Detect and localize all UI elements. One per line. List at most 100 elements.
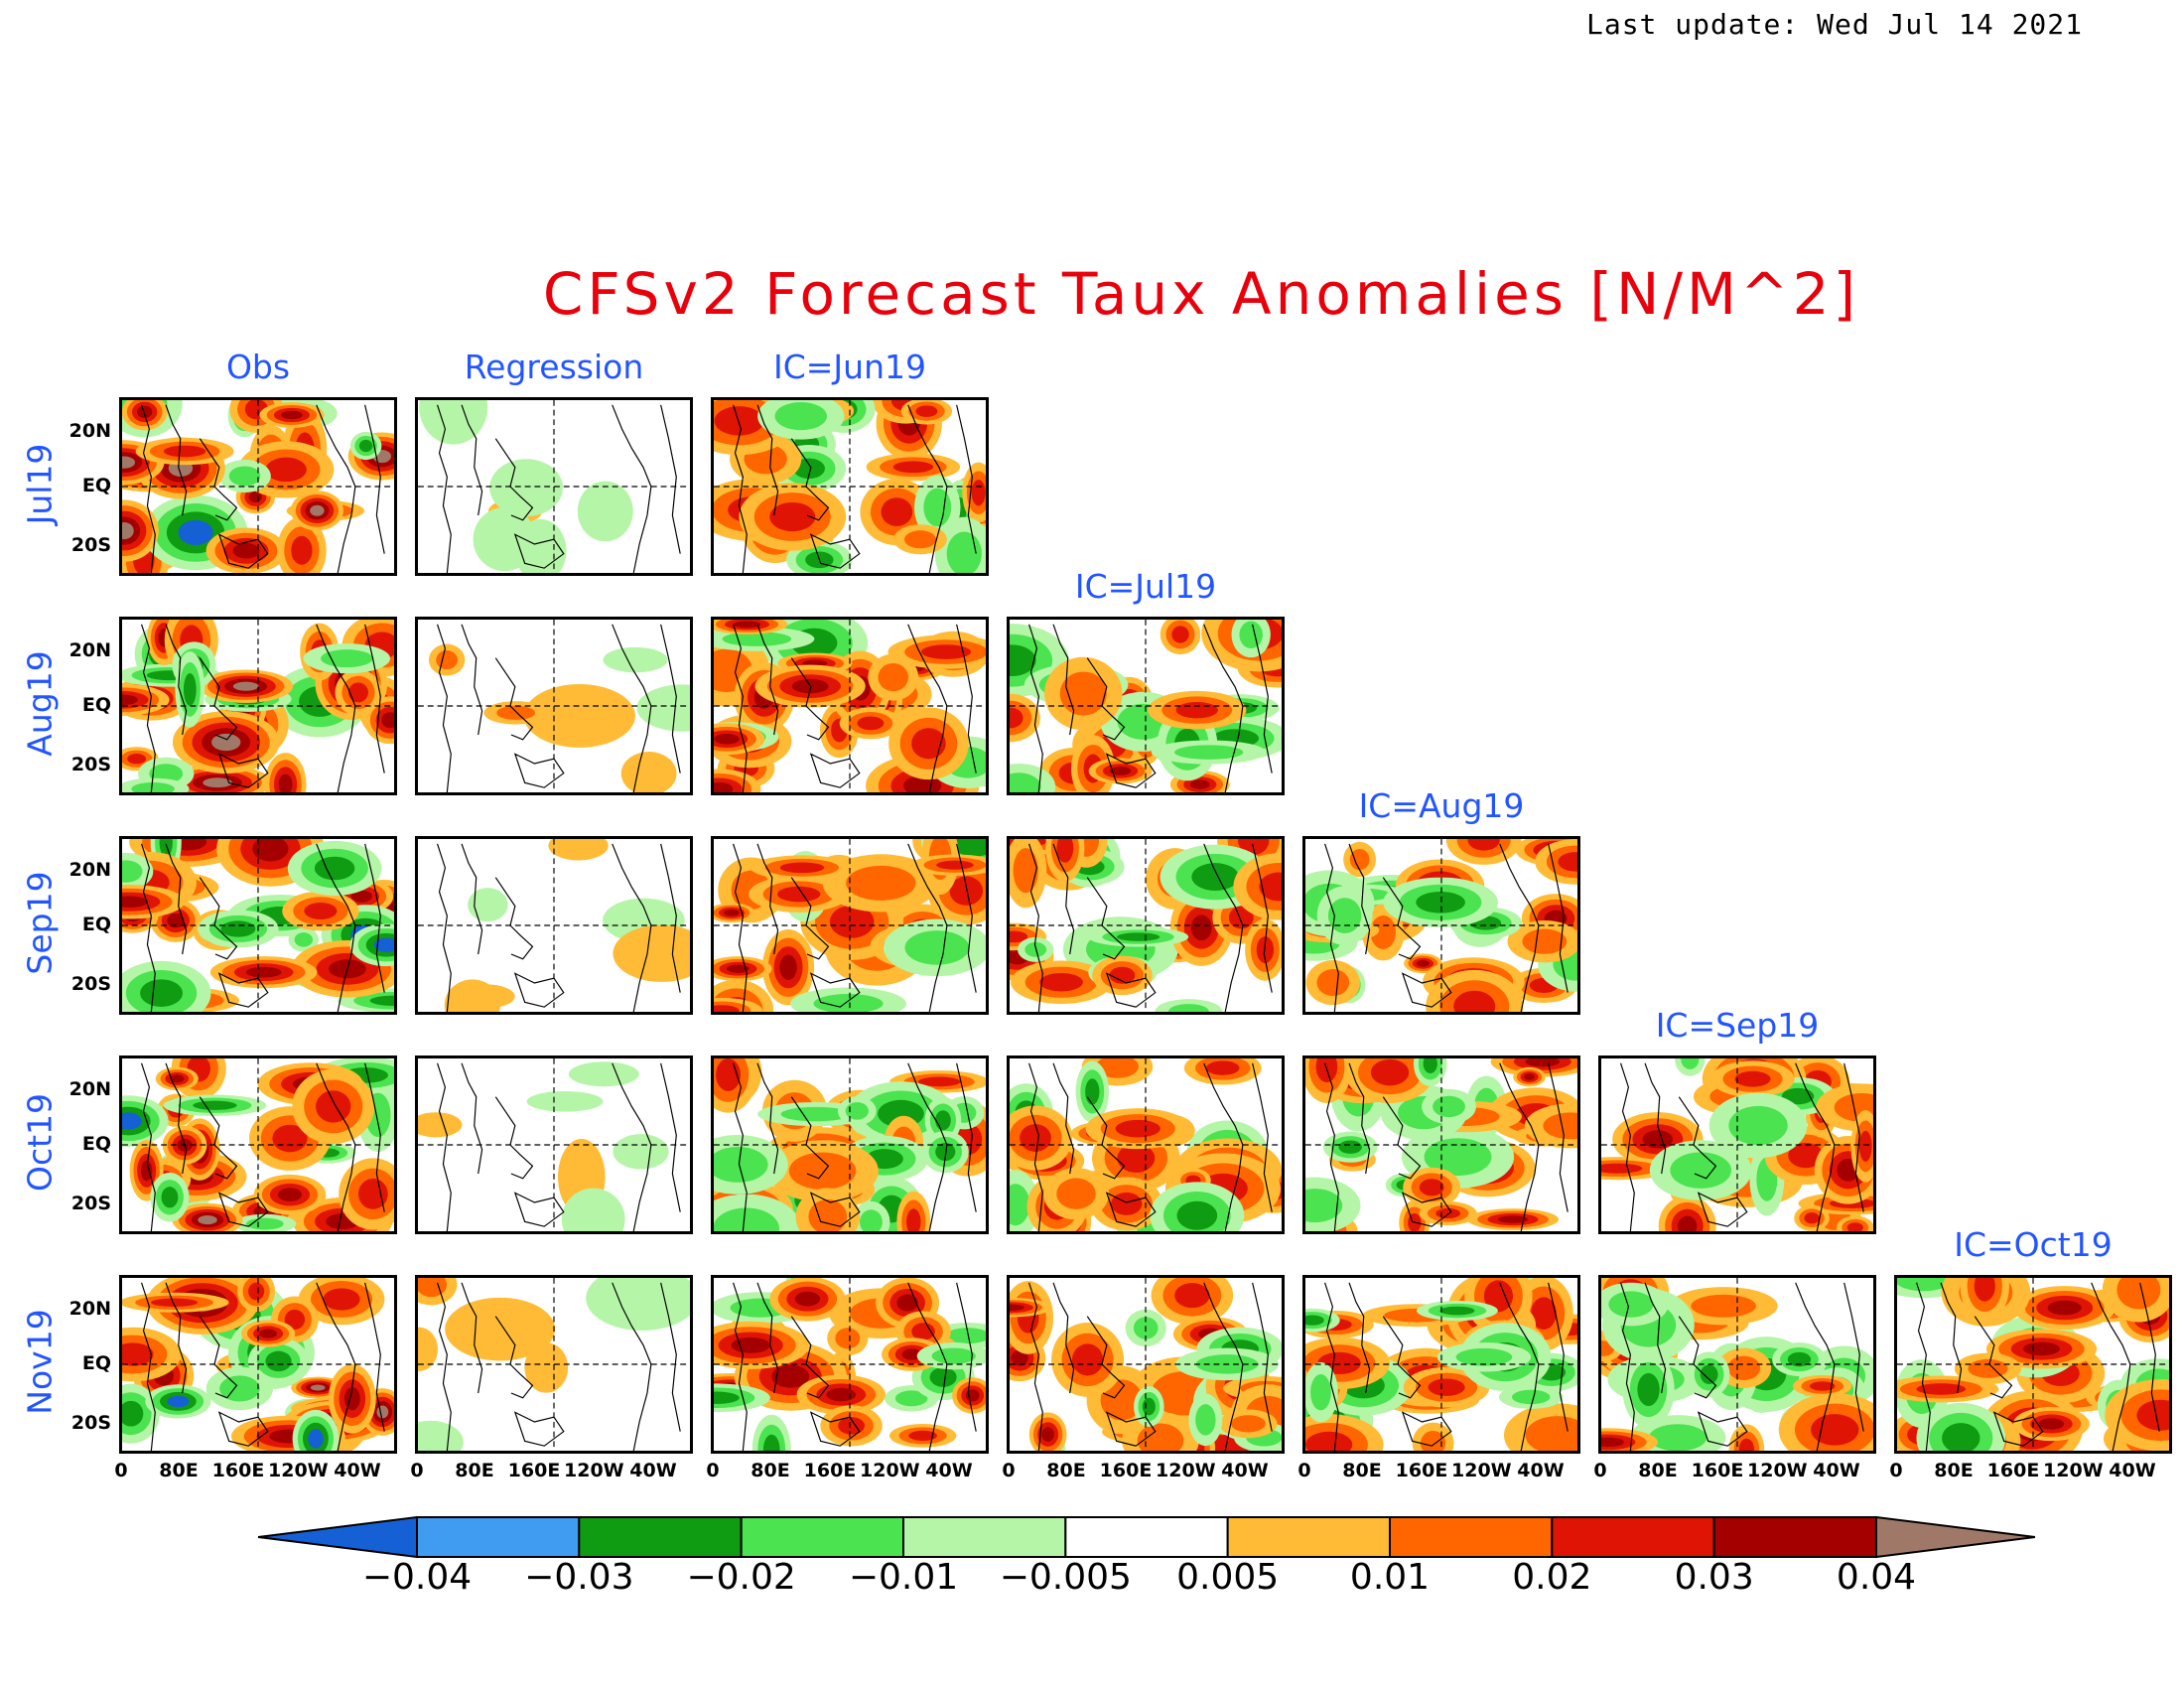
x-tick-label: 120W [564, 1460, 624, 1481]
x-tick-label: 40W [629, 1460, 677, 1481]
coastline [1644, 1062, 1667, 1175]
coastline [1348, 1282, 1371, 1394]
coastline [513, 1411, 565, 1447]
y-tick-label: 20N [68, 420, 111, 442]
map-panel-ic-jul19-sep19 [1007, 836, 1285, 1015]
x-tick-label: 40W [1517, 1460, 1565, 1481]
column-header-ic-jun19: IC=Jun19 [773, 348, 926, 386]
x-tick-label: 120W [1747, 1460, 1808, 1481]
coastline [141, 404, 156, 573]
coastline [1348, 843, 1371, 955]
coastline [790, 1096, 830, 1180]
coastline [612, 624, 652, 792]
anomaly-contour [419, 400, 488, 445]
y-tick-label: 20N [68, 1298, 111, 1320]
map-panel-ic-jun19-oct19 [711, 1055, 989, 1234]
coastline [1324, 1282, 1339, 1451]
coastline [612, 843, 652, 1012]
anomaly-field [1010, 1278, 1282, 1451]
coastline [1974, 1316, 2013, 1399]
x-tick-label: 120W [1156, 1460, 1216, 1481]
anomaly-contour [881, 497, 913, 527]
coastline [1324, 843, 1339, 1012]
anomaly-contour [524, 1342, 569, 1393]
coastline [733, 404, 748, 573]
anomaly-field [418, 1278, 690, 1451]
anomaly-contour [170, 1074, 185, 1083]
anomaly-contour [1810, 1381, 1836, 1391]
anomaly-contour [1041, 1427, 1054, 1442]
colorbar-box [1551, 1516, 1715, 1558]
anomaly-contour [915, 405, 938, 417]
colorbar-label: −0.03 [524, 1557, 634, 1598]
anomaly-contour [259, 1329, 278, 1338]
coastline [494, 1316, 534, 1399]
anomaly-contour [1305, 1315, 1324, 1326]
anomaly-contour [122, 1342, 154, 1366]
anomaly-contour [724, 909, 740, 916]
coastline [733, 624, 748, 792]
x-tick-label: 80E [159, 1460, 199, 1481]
coastline [199, 438, 238, 521]
coastline [660, 404, 681, 554]
column-header-ic-aug19: IC=Aug19 [1358, 786, 1525, 825]
coastline [1401, 1192, 1452, 1227]
anomaly-contour [769, 501, 816, 532]
coastline [1620, 1282, 1635, 1451]
coastline [956, 843, 977, 993]
coastline [494, 1096, 534, 1180]
map-panel-ic-jul19-aug19 [1007, 617, 1285, 795]
anomaly-contour [1171, 626, 1189, 643]
anomaly-contour [1195, 1404, 1216, 1436]
anomaly-field [1010, 839, 1282, 1012]
anomaly-contour [1804, 1212, 1820, 1224]
coastline [2091, 1282, 2131, 1451]
anomaly-contour [1525, 1416, 1577, 1451]
coastline [199, 877, 238, 960]
anomaly-contour [929, 1366, 957, 1387]
anomaly-contour [310, 504, 325, 516]
anomaly-contour [1781, 1087, 1815, 1105]
anomaly-contour [122, 694, 138, 706]
colorbar-box [1389, 1516, 1554, 1558]
coastline [756, 404, 779, 516]
anomaly-contour [436, 650, 459, 670]
y-tick-label: EQ [81, 1352, 111, 1374]
x-tick-label: 80E [455, 1460, 494, 1481]
x-tick-label: 0 [410, 1460, 424, 1481]
coastline [364, 843, 385, 993]
anomaly-contour [131, 781, 175, 792]
coastline [809, 1192, 861, 1227]
anomaly-field [714, 1278, 986, 1451]
anomaly-contour [1601, 1163, 1643, 1174]
coastline [733, 1282, 748, 1451]
colorbar-box [578, 1516, 743, 1558]
anomaly-contour [903, 530, 937, 549]
anomaly-contour [1327, 898, 1362, 934]
x-tick-label: 80E [1934, 1460, 1974, 1481]
anomaly-contour [161, 1187, 179, 1208]
anomaly-field [418, 400, 690, 573]
coastline [494, 877, 534, 960]
anomaly-contour [167, 913, 185, 928]
coastline [199, 1096, 238, 1180]
anomaly-contour [1010, 930, 1028, 943]
anomaly-contour [1428, 1378, 1465, 1396]
anomaly-contour [965, 1389, 980, 1402]
colorbar-label: −0.02 [686, 1557, 796, 1598]
anomaly-contour [122, 896, 149, 908]
coastline [513, 533, 565, 569]
coastline [141, 624, 156, 792]
anomaly-contour [896, 1294, 918, 1312]
coastline [364, 1062, 385, 1212]
anomaly-contour [455, 984, 515, 1009]
coastline [1252, 1062, 1273, 1212]
coastline [494, 438, 534, 521]
y-tick-label: 20S [70, 973, 111, 995]
map-panel-regression-aug19 [415, 617, 693, 795]
anomaly-contour [1085, 1078, 1100, 1105]
anomaly-contour [2038, 1418, 2065, 1430]
coastline [1678, 1096, 1717, 1180]
map-panel-regression-sep19 [415, 836, 693, 1015]
coastline [660, 624, 681, 774]
